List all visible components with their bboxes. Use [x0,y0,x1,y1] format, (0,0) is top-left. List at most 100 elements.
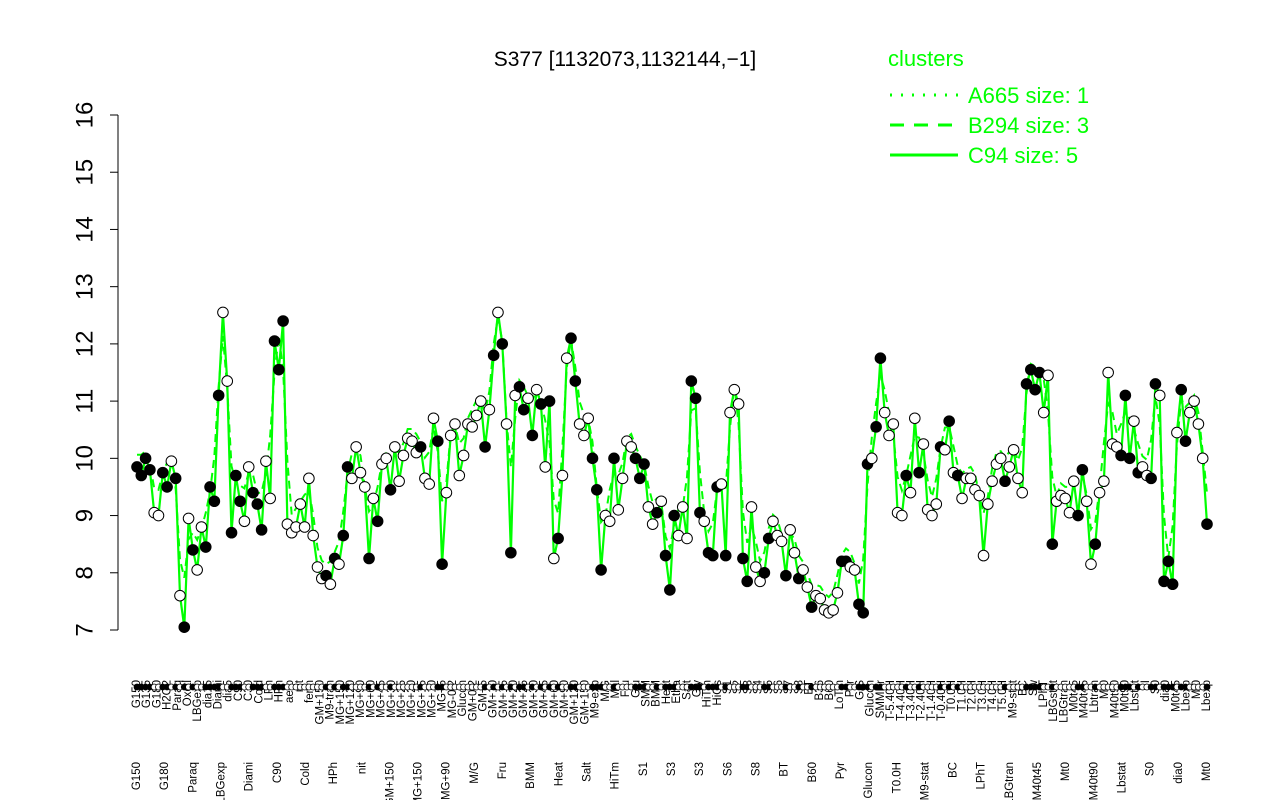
data-point [444,429,457,442]
x-tick-label: BMM [525,762,537,789]
x-tick-label: LBGtran [1058,680,1070,723]
data-point [659,549,672,562]
data-point [242,461,255,473]
data-point [749,561,762,573]
data-point [698,515,711,528]
data-point [548,552,560,565]
data-point [1076,463,1089,476]
data-point [487,349,500,362]
data-point [569,375,582,387]
chart-title: S377 [1132073,1132144,−1] [494,48,757,71]
x-tick-label: LBGexp [216,762,228,800]
data-point [358,481,371,493]
data-point [1128,415,1140,427]
data-point [1123,452,1136,465]
data-point [827,604,839,616]
data-point [225,526,238,539]
data-point [1098,475,1110,488]
data-point [517,403,530,416]
data-point [1162,555,1175,568]
data-point [917,438,930,450]
data-point [904,486,917,499]
data-point [522,392,534,405]
x-tick-label: C90 [272,762,284,783]
data-point [1201,518,1213,530]
data-point [805,601,818,613]
data-point [496,338,509,350]
data-point [165,455,178,467]
data-point [1020,378,1033,390]
data-point [333,558,345,570]
x-tick-label: GM+150 [314,680,326,724]
data-point [1003,461,1016,473]
data-point [582,412,595,425]
data-point [337,529,350,542]
x-tick-label: Mt0 [1060,762,1072,781]
y-tick-label: 9 [71,509,98,522]
data-point [212,389,225,402]
series-line-c94 [136,311,1209,629]
data-point [195,521,208,533]
data-point [449,418,461,430]
data-point [578,429,590,442]
y-tick-label: 10 [71,445,98,472]
x-tick-label: M40t45 [1032,762,1044,800]
data-point [982,498,994,510]
data-point [440,486,453,499]
data-point [788,546,801,559]
data-point [427,412,440,425]
data-point [311,561,324,573]
data-point [204,481,216,493]
data-point [724,406,736,419]
data-point [1175,383,1188,396]
data-point [719,549,732,562]
x-tick-labels: G150G135G180H2O2ParaqOxctlLBGexpdia15Dia… [131,679,1213,805]
data-point [797,564,809,576]
data-point [608,452,620,465]
data-point [685,375,698,387]
data-point [1184,406,1196,419]
data-point [646,518,659,530]
data-point [552,532,564,545]
data-point [1080,495,1093,508]
data-point [681,532,693,545]
data-point [260,455,272,467]
data-point [707,549,719,562]
data-point [612,504,625,516]
data-point [1085,558,1097,570]
x-tick-label: LBGexp [192,680,204,722]
data-point [152,509,165,522]
x-tick-label: M9-stat [919,761,931,800]
x-tick-label: S3 [694,762,706,776]
data-point [1089,538,1102,550]
legend-entry-b294: B294 size: 3 [968,113,1089,138]
x-tick-label: Pyr [835,762,847,779]
data-point [1042,369,1054,382]
data-point [633,472,646,485]
data-point [144,463,156,476]
x-tick-label: Paraq [187,762,199,793]
x-tick-label: S3 [666,762,678,776]
data-point [187,544,199,556]
x-tick-label: LBGtran [1004,762,1016,800]
data-point [436,558,448,570]
data-point [625,441,637,453]
x-tick-label: T0.0H [891,762,903,793]
data-point [294,498,307,510]
x-tick-label: G180 [159,762,171,790]
data-point [870,421,882,433]
data-point [1179,435,1192,447]
data-point [346,472,358,485]
data-point [247,486,259,499]
data-point [1166,578,1179,591]
data-point [384,484,397,496]
data-point [397,449,410,462]
data-point [565,332,577,344]
y-tick-label: 12 [71,331,98,358]
data-point [479,441,491,453]
data-point [732,398,745,410]
data-point [208,495,221,508]
data-point [1012,472,1024,485]
data-point [307,529,319,542]
